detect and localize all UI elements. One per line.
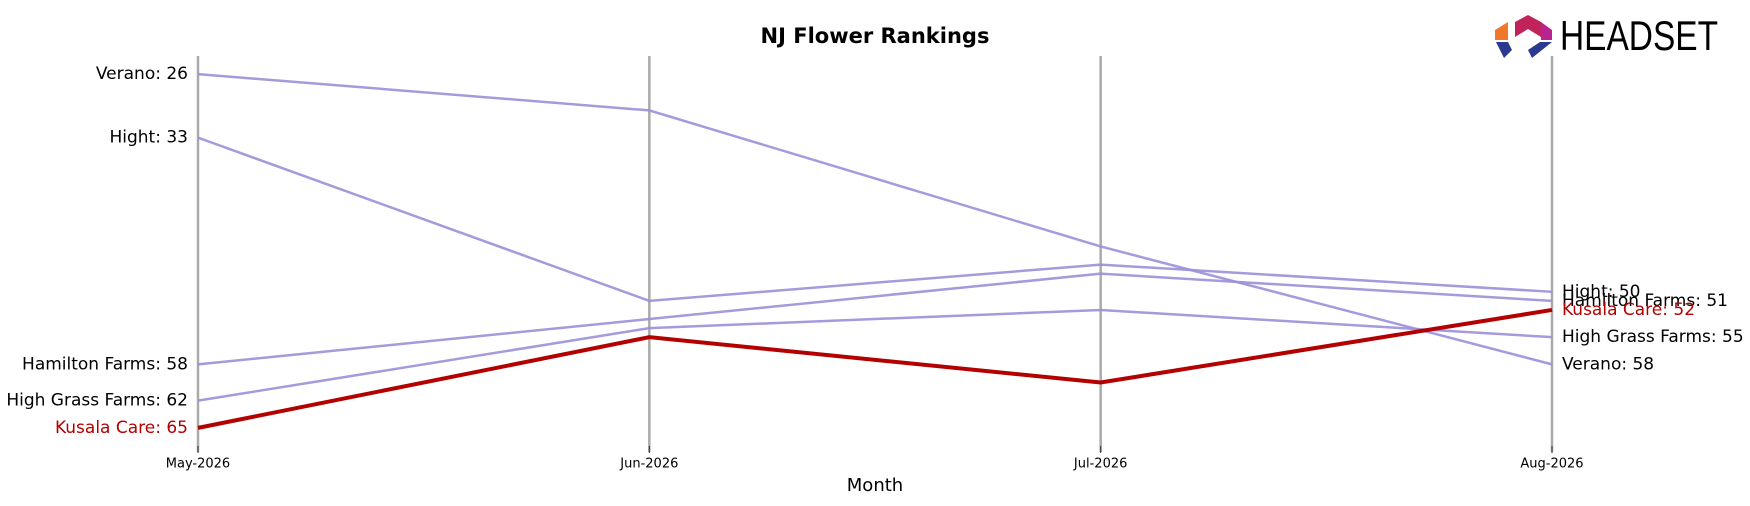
series-line — [197, 307, 1553, 430]
value-label: Verano: 58 — [1562, 354, 1654, 374]
logo-icon — [1528, 42, 1552, 58]
value-label: Hight: 50 — [1562, 282, 1641, 302]
value-label: Verano: 26 — [96, 64, 188, 84]
x-tick-label: May-2026 — [166, 457, 230, 472]
chart-title: NJ Flower Rankings — [761, 24, 990, 48]
value-label: High Grass Farms: 62 — [6, 391, 188, 411]
value-label: High Grass Farms: 55 — [1562, 327, 1744, 347]
value-label: Hamilton Farms: 51 — [1562, 291, 1728, 311]
x-tick-label: Jul-2026 — [1073, 457, 1127, 472]
logo-icon — [1515, 15, 1541, 37]
value-label: Kusala Care: 52 — [1562, 300, 1695, 320]
x-tick-label: Jun-2026 — [619, 457, 678, 472]
series-line — [197, 136, 1553, 303]
logo: HEADSET — [1495, 12, 1718, 59]
series-line — [197, 72, 1553, 366]
series-line — [197, 272, 1553, 366]
value-label: Hamilton Farms: 58 — [22, 354, 188, 374]
logo-icon — [1495, 22, 1508, 40]
x-tick-label: Aug-2026 — [1520, 457, 1583, 472]
logo-text: HEADSET — [1560, 12, 1718, 59]
logo-icon — [1496, 42, 1512, 58]
value-label: Hight: 33 — [109, 128, 188, 148]
series-line — [197, 308, 1553, 402]
value-label: Kusala Care: 65 — [55, 418, 188, 438]
x-axis-label: Month — [847, 475, 903, 496]
logo-icon — [1541, 22, 1552, 40]
